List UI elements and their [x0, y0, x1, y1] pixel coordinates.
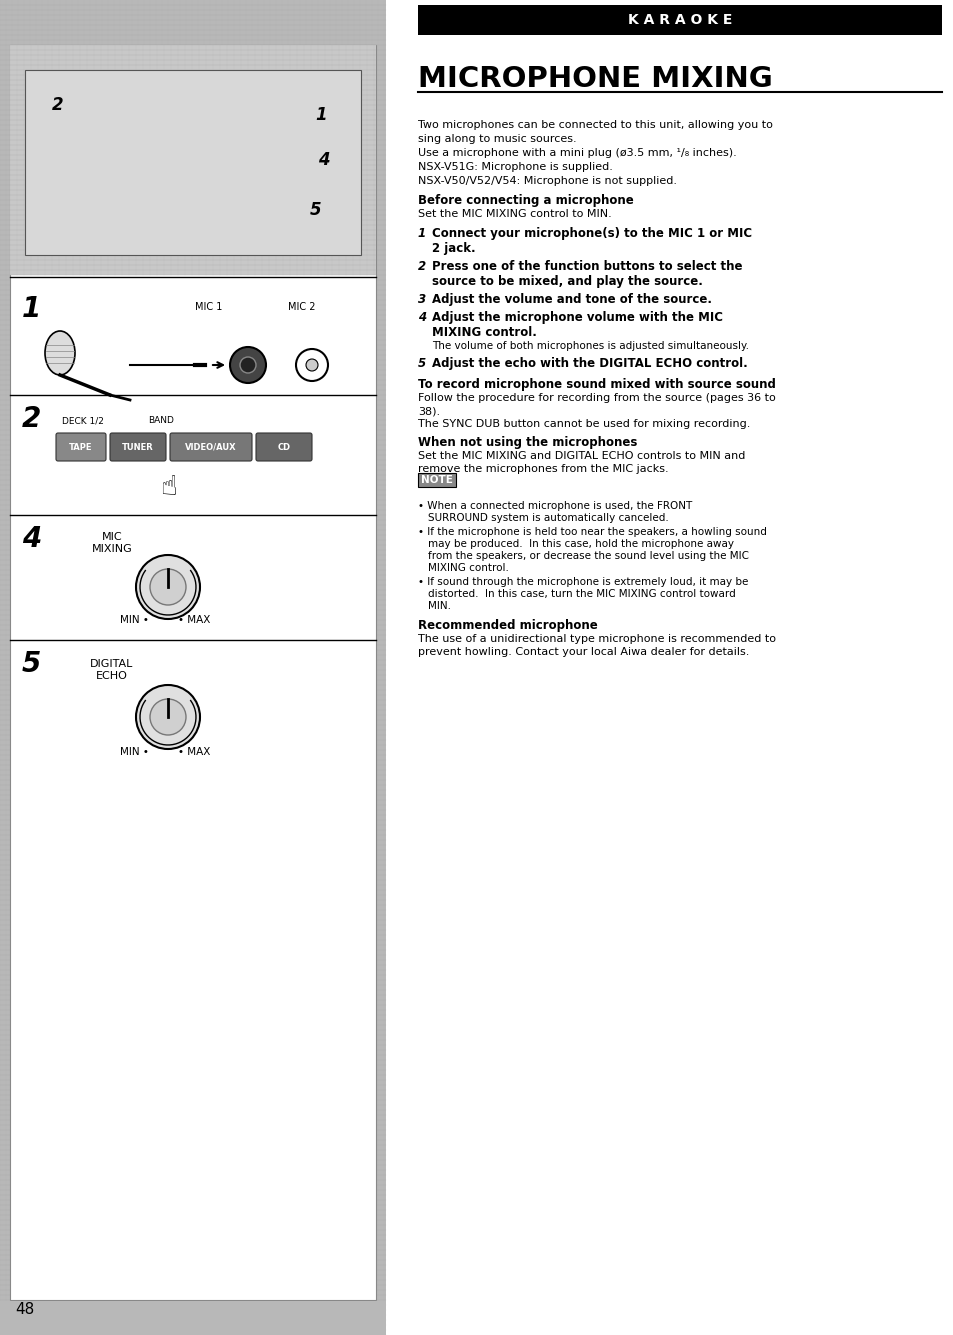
- Text: • When a connected microphone is used, the FRONT: • When a connected microphone is used, t…: [417, 501, 692, 511]
- Circle shape: [295, 348, 328, 380]
- Text: 4: 4: [22, 525, 41, 553]
- Circle shape: [136, 555, 200, 619]
- Circle shape: [240, 356, 255, 372]
- Text: 5: 5: [310, 202, 321, 219]
- Text: 2: 2: [417, 260, 426, 272]
- Text: Set the MIC MIXING control to MIN.: Set the MIC MIXING control to MIN.: [417, 210, 611, 219]
- Circle shape: [306, 359, 317, 371]
- FancyBboxPatch shape: [255, 433, 312, 461]
- Circle shape: [136, 685, 200, 749]
- Text: CD: CD: [277, 442, 291, 451]
- Text: MIN •: MIN •: [120, 748, 149, 757]
- Text: Recommended microphone: Recommended microphone: [417, 619, 598, 631]
- Text: 38).: 38).: [417, 406, 439, 417]
- Text: 1: 1: [22, 295, 41, 323]
- Text: The volume of both microphones is adjusted simultaneously.: The volume of both microphones is adjust…: [432, 340, 748, 351]
- Text: NOTE: NOTE: [420, 475, 453, 485]
- Text: may be produced.  In this case, hold the microphone away: may be produced. In this case, hold the …: [428, 539, 733, 549]
- Text: 2: 2: [22, 405, 41, 433]
- Text: prevent howling. Contact your local Aiwa dealer for details.: prevent howling. Contact your local Aiwa…: [417, 647, 749, 657]
- Text: 3: 3: [417, 292, 426, 306]
- Text: MICROPHONE MIXING: MICROPHONE MIXING: [417, 65, 772, 93]
- Text: NSX-V50/V52/V54: Microphone is not supplied.: NSX-V50/V52/V54: Microphone is not suppl…: [417, 176, 677, 186]
- Text: K A R A O K E: K A R A O K E: [627, 13, 731, 27]
- Text: MIXING control.: MIXING control.: [428, 563, 508, 573]
- FancyBboxPatch shape: [170, 433, 252, 461]
- Text: MIC 1: MIC 1: [194, 302, 222, 312]
- Text: source to be mixed, and play the source.: source to be mixed, and play the source.: [432, 275, 702, 288]
- Text: MIXING control.: MIXING control.: [432, 326, 537, 339]
- Ellipse shape: [45, 331, 75, 375]
- Text: MIN •: MIN •: [120, 615, 149, 625]
- Text: Adjust the microphone volume with the MIC: Adjust the microphone volume with the MI…: [432, 311, 722, 324]
- Text: DIGITAL: DIGITAL: [91, 659, 133, 669]
- Text: DECK 1/2: DECK 1/2: [62, 417, 104, 425]
- Text: 1: 1: [417, 227, 426, 240]
- Text: • MAX: • MAX: [178, 748, 211, 757]
- Text: 1: 1: [314, 105, 326, 124]
- FancyBboxPatch shape: [56, 433, 106, 461]
- Text: SURROUND system is automatically canceled.: SURROUND system is automatically cancele…: [428, 513, 668, 523]
- Text: VIDEO/AUX: VIDEO/AUX: [185, 442, 236, 451]
- Text: When not using the microphones: When not using the microphones: [417, 437, 637, 449]
- Text: Adjust the volume and tone of the source.: Adjust the volume and tone of the source…: [432, 292, 711, 306]
- Text: Press one of the function buttons to select the: Press one of the function buttons to sel…: [432, 260, 741, 272]
- Text: ☝: ☝: [159, 473, 176, 501]
- Bar: [10, 45, 375, 1300]
- FancyBboxPatch shape: [110, 433, 166, 461]
- Circle shape: [230, 347, 266, 383]
- Bar: [417, 5, 941, 35]
- Text: 4: 4: [317, 151, 330, 170]
- Text: Before connecting a microphone: Before connecting a microphone: [417, 194, 633, 207]
- Text: Two microphones can be connected to this unit, allowing you to: Two microphones can be connected to this…: [417, 120, 772, 129]
- Text: 2 jack.: 2 jack.: [432, 242, 476, 255]
- Text: Connect your microphone(s) to the MIC 1 or MIC: Connect your microphone(s) to the MIC 1 …: [432, 227, 751, 240]
- Text: sing along to music sources.: sing along to music sources.: [417, 134, 576, 144]
- Text: distorted.  In this case, turn the MIC MIXING control toward: distorted. In this case, turn the MIC MI…: [428, 589, 735, 599]
- Bar: [10, 45, 375, 275]
- Bar: [0, 1302, 386, 1335]
- Circle shape: [150, 700, 186, 736]
- Text: BAND: BAND: [148, 417, 173, 425]
- Bar: [417, 473, 456, 487]
- Text: The SYNC DUB button cannot be used for mixing recording.: The SYNC DUB button cannot be used for m…: [417, 419, 750, 429]
- Text: 5: 5: [417, 356, 426, 370]
- Text: 4: 4: [417, 311, 426, 324]
- Text: • If sound through the microphone is extremely loud, it may be: • If sound through the microphone is ext…: [417, 577, 747, 587]
- Bar: [25, 69, 360, 255]
- Text: 5: 5: [22, 650, 41, 678]
- Text: • If the microphone is held too near the speakers, a howling sound: • If the microphone is held too near the…: [417, 527, 766, 537]
- Bar: [0, 0, 386, 1335]
- Text: 2: 2: [52, 96, 64, 113]
- Text: Use a microphone with a mini plug (ø3.5 mm, ¹/₈ inches).: Use a microphone with a mini plug (ø3.5 …: [417, 148, 736, 158]
- Text: ECHO: ECHO: [96, 672, 128, 681]
- Text: remove the microphones from the MIC jacks.: remove the microphones from the MIC jack…: [417, 465, 668, 474]
- Circle shape: [150, 569, 186, 605]
- Text: MIN.: MIN.: [428, 601, 451, 611]
- Text: MIC 2: MIC 2: [288, 302, 315, 312]
- Text: NSX-V51G: Microphone is supplied.: NSX-V51G: Microphone is supplied.: [417, 162, 612, 172]
- Text: • MAX: • MAX: [178, 615, 211, 625]
- Text: Adjust the echo with the DIGITAL ECHO control.: Adjust the echo with the DIGITAL ECHO co…: [432, 356, 747, 370]
- Text: TAPE: TAPE: [70, 442, 92, 451]
- Text: 48: 48: [15, 1302, 34, 1318]
- Text: MIC: MIC: [102, 533, 122, 542]
- Text: MIXING: MIXING: [91, 543, 132, 554]
- Text: To record microphone sound mixed with source sound: To record microphone sound mixed with so…: [417, 378, 775, 391]
- Text: The use of a unidirectional type microphone is recommended to: The use of a unidirectional type microph…: [417, 634, 775, 643]
- Text: Set the MIC MIXING and DIGITAL ECHO controls to MIN and: Set the MIC MIXING and DIGITAL ECHO cont…: [417, 451, 744, 461]
- Text: Follow the procedure for recording from the source (pages 36 to: Follow the procedure for recording from …: [417, 392, 775, 403]
- Text: TUNER: TUNER: [122, 442, 153, 451]
- Text: from the speakers, or decrease the sound level using the MIC: from the speakers, or decrease the sound…: [428, 551, 748, 561]
